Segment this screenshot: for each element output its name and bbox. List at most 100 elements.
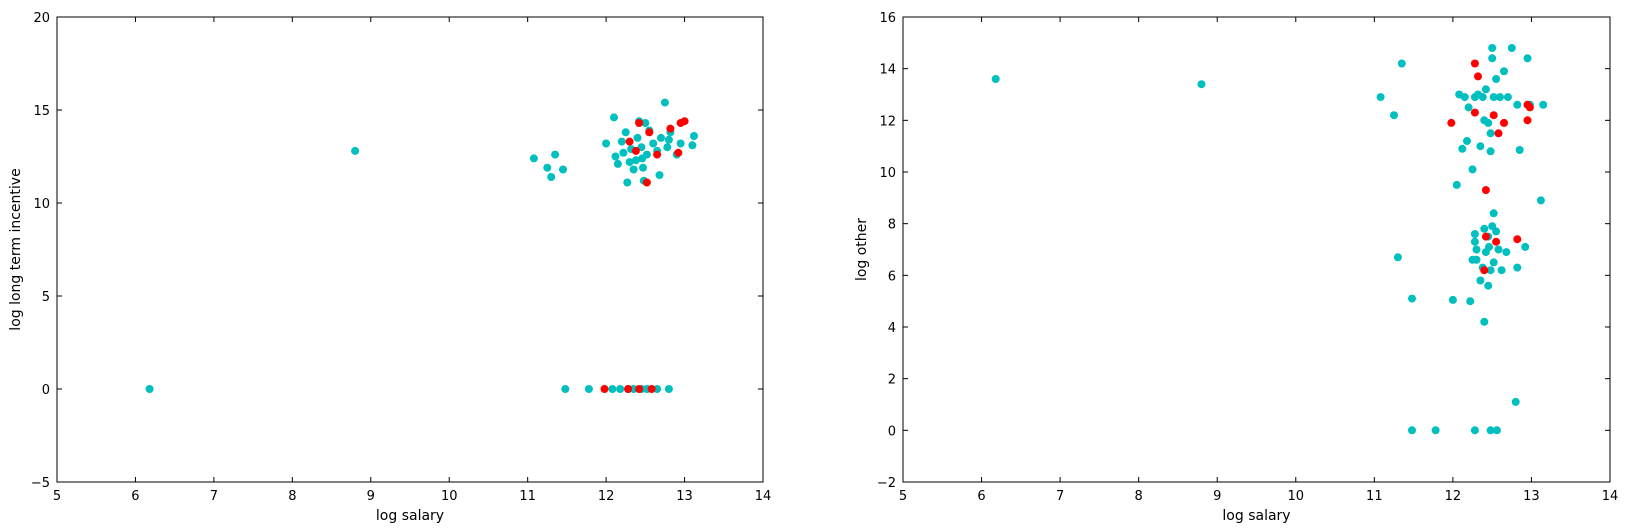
y-tick-label: 5 (42, 290, 50, 305)
scatter-point-cyan (664, 135, 673, 144)
scatter-point-cyan (1500, 67, 1508, 76)
scatter-point-red (625, 137, 634, 146)
scatter-point-red (600, 385, 609, 393)
scatter-point-cyan (1492, 227, 1501, 236)
x-tick-label: 13 (1523, 489, 1540, 504)
scatter-point-red (647, 385, 656, 393)
scatter-point-red (1470, 59, 1479, 68)
x-tick-label: 5 (53, 489, 61, 504)
x-tick-label: 10 (1288, 489, 1305, 504)
scatter-point-cyan (608, 385, 617, 393)
scatter-point-cyan (616, 385, 625, 393)
y-tick-label: 10 (879, 166, 896, 181)
scatter-point-cyan (559, 165, 567, 174)
scatter-point-cyan (1488, 44, 1497, 52)
scatter-point-red (1513, 235, 1522, 244)
x-axis-label-left: log salary (376, 508, 444, 524)
scatter-point-cyan (1393, 253, 1402, 262)
scatter-point-cyan (1502, 248, 1511, 257)
scatter-point-cyan (663, 143, 672, 152)
y-tick-label: 0 (42, 383, 50, 398)
scatter-point-cyan (625, 158, 634, 167)
axes-frame-left (56, 16, 764, 483)
scatter-point-cyan (1484, 118, 1493, 127)
scatter-point-cyan (1468, 255, 1477, 264)
scatter-point-red (1480, 266, 1489, 275)
scatter-point-cyan (529, 154, 538, 163)
x-tick-label: 13 (676, 489, 693, 504)
x-tick-label: 6 (131, 489, 139, 504)
scatter-point-cyan (1376, 93, 1385, 102)
scatter-point-cyan (1476, 276, 1485, 285)
x-tick-label: 10 (441, 489, 458, 504)
scatter-point-cyan (1480, 224, 1489, 233)
scatter-point-cyan (1397, 59, 1406, 68)
x-tick-label: 14 (1602, 489, 1619, 504)
scatter-point-cyan (1484, 281, 1493, 290)
scatter-point-cyan (1463, 137, 1471, 145)
scatter-point-red (1470, 108, 1479, 117)
scatter-point-cyan (1470, 230, 1479, 238)
scatter-point-red (1523, 116, 1532, 125)
scatter-point-cyan (1390, 111, 1398, 120)
scatter-point-cyan (688, 141, 697, 150)
scatter-point-cyan (613, 159, 622, 168)
y-tick-label: 12 (879, 114, 896, 129)
scatter-point-cyan (1470, 237, 1479, 246)
scatter-point-cyan (664, 385, 673, 393)
scatter-point-cyan (1486, 129, 1495, 138)
scatter-point-red (680, 117, 689, 126)
scatter-point-cyan (543, 163, 552, 172)
scatter-point-cyan (676, 139, 685, 148)
scatter-point-cyan (1539, 100, 1548, 109)
scatter-point-red (1500, 118, 1508, 127)
scatter-point-red (1492, 237, 1501, 246)
scatter-point-cyan (991, 75, 1000, 83)
plot-area-left (145, 98, 698, 393)
scatter-point-cyan (1481, 85, 1490, 94)
y-axis-label-right: log other (854, 218, 870, 281)
scatter-point-cyan (649, 139, 658, 148)
scatter-point-red (1494, 129, 1503, 138)
y-tick-label: −2 (877, 476, 896, 491)
y-tick-label: 15 (33, 104, 50, 119)
scatter-point-red (635, 119, 644, 127)
scatter-point-cyan (1494, 245, 1503, 254)
scatter-point-cyan (617, 137, 626, 146)
y-tick-label: 4 (888, 321, 896, 336)
scatter-point-cyan (1513, 100, 1522, 109)
x-tick-label: 12 (598, 489, 615, 504)
scatter-point-cyan (619, 148, 628, 157)
scatter-point-cyan (1408, 426, 1416, 435)
scatter-point-cyan (1489, 258, 1498, 267)
scatter-point-cyan (633, 133, 642, 142)
scatter-point-red (653, 150, 662, 159)
scatter-point-cyan (1511, 397, 1520, 406)
scatter-point-cyan (642, 150, 651, 159)
plot-area-right (991, 44, 1548, 435)
scatter-point-cyan (631, 156, 640, 165)
scatter-point-cyan (1503, 93, 1512, 102)
scatter-point-cyan (653, 385, 662, 393)
scatter-point-cyan (657, 133, 665, 142)
scatter-point-cyan (610, 113, 618, 122)
scatter-point-red (624, 385, 633, 393)
scatter-point-cyan (1460, 93, 1469, 102)
scatter-point-cyan (1431, 426, 1440, 435)
scatter-point-cyan (1515, 146, 1524, 154)
scatter-point-cyan (1464, 103, 1473, 112)
scatter-point-cyan (1476, 142, 1485, 151)
scatter-point-cyan (1486, 426, 1495, 435)
scatter-point-cyan (1489, 209, 1498, 218)
scatter-point-cyan (623, 178, 632, 187)
scatter-point-cyan (1485, 242, 1493, 251)
x-axis-label-right: log salary (1222, 508, 1290, 524)
scatter-point-red (635, 385, 644, 393)
scatter-point-cyan (1536, 196, 1545, 205)
scatter-point-cyan (1452, 180, 1461, 189)
scatter-point-cyan (584, 385, 593, 393)
scatter-point-cyan (1486, 266, 1495, 275)
y-tick-label: 14 (879, 63, 896, 78)
scatter-point-cyan (1472, 245, 1481, 254)
